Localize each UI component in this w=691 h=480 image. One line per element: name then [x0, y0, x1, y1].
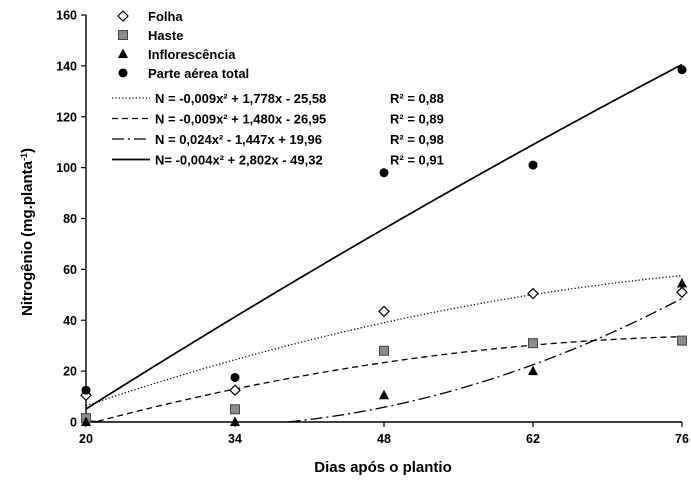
- legend-equation: N= -0,004x² + 2,802x - 49,32: [155, 153, 323, 168]
- legend-label: Haste: [148, 28, 183, 43]
- y-axis-label-sup: -1: [19, 153, 29, 161]
- point-haste: [379, 345, 389, 356]
- legend-equation: N = 0,024x² - 1,447x + 19,96: [155, 132, 322, 147]
- x-axis-label: Dias após o plantio: [314, 459, 452, 476]
- fit-curves: [85, 63, 683, 423]
- x-tick-label: 34: [228, 432, 242, 446]
- legend-equation: N = -0,009x² + 1,778x - 25,58: [155, 91, 326, 106]
- legend-r2: R² = 0,98: [390, 132, 444, 147]
- point-parte-a-rea-total: [230, 372, 240, 382]
- y-tick-label: 60: [63, 263, 77, 277]
- legend-r2: R² = 0,89: [390, 112, 444, 127]
- legend-label: Parte aérea total: [148, 66, 249, 81]
- legend-marker: [118, 48, 128, 58]
- point-haste: [677, 335, 687, 346]
- y-tick-label: 40: [63, 314, 77, 328]
- point-parte-a-rea-total: [528, 160, 538, 170]
- y-tick-label: 0: [70, 416, 77, 430]
- point-infloresc-ncia: [230, 416, 240, 426]
- point-folha: [229, 384, 241, 397]
- point-infloresc-ncia: [677, 277, 687, 288]
- point-infloresc-ncia: [528, 365, 538, 376]
- x-tick-label: 20: [79, 432, 93, 446]
- x-tick-label: 62: [526, 432, 540, 446]
- legend-marker: [118, 30, 128, 40]
- y-tick-label: 120: [56, 110, 77, 124]
- x-tick-label: 48: [377, 432, 391, 446]
- legend-label: Inflorescência: [148, 47, 236, 62]
- legend-label: Folha: [148, 9, 183, 24]
- fit-curve-parte-a-rea-total: [85, 63, 683, 410]
- point-folha: [527, 287, 539, 300]
- point-parte-a-rea-total: [81, 385, 91, 395]
- legend-marker: [118, 68, 128, 78]
- y-axis-label-close: ): [19, 148, 36, 153]
- y-axis-label: Nitrogênio (mg.planta-1): [19, 148, 36, 316]
- y-tick-label: 20: [63, 365, 77, 379]
- point-parte-a-rea-total: [677, 65, 687, 75]
- y-tick-label: 80: [63, 212, 77, 226]
- legend-equation: N = -0,009x² + 1,480x - 26,95: [155, 112, 326, 127]
- legend: Folha Haste Inflorescência Parte aérea tota…: [112, 9, 444, 168]
- data-points: [80, 65, 688, 426]
- fit-curve-haste: [97, 336, 683, 422]
- y-tick-label: 100: [56, 161, 77, 175]
- y-tick-label: 160: [56, 9, 77, 23]
- x-ticks: 20 34 48 62 76: [79, 422, 689, 446]
- point-infloresc-ncia: [81, 416, 91, 426]
- y-ticks: 0 20 40 60 80 100 120 140 160: [56, 9, 86, 430]
- y-axis-label-main: Nitrogênio (mg.planta: [19, 160, 36, 316]
- legend-marker: [117, 10, 129, 22]
- point-haste: [528, 338, 538, 349]
- y-tick-label: 140: [56, 59, 77, 73]
- point-infloresc-ncia: [379, 389, 389, 400]
- x-tick-label: 76: [675, 432, 689, 446]
- point-haste: [230, 404, 240, 415]
- legend-r2: R² = 0,91: [390, 153, 444, 168]
- point-parte-a-rea-total: [379, 168, 389, 178]
- point-folha: [676, 286, 688, 299]
- fit-curve-folha: [85, 274, 683, 407]
- legend-r2: R² = 0,88: [390, 91, 444, 106]
- point-folha: [378, 305, 390, 318]
